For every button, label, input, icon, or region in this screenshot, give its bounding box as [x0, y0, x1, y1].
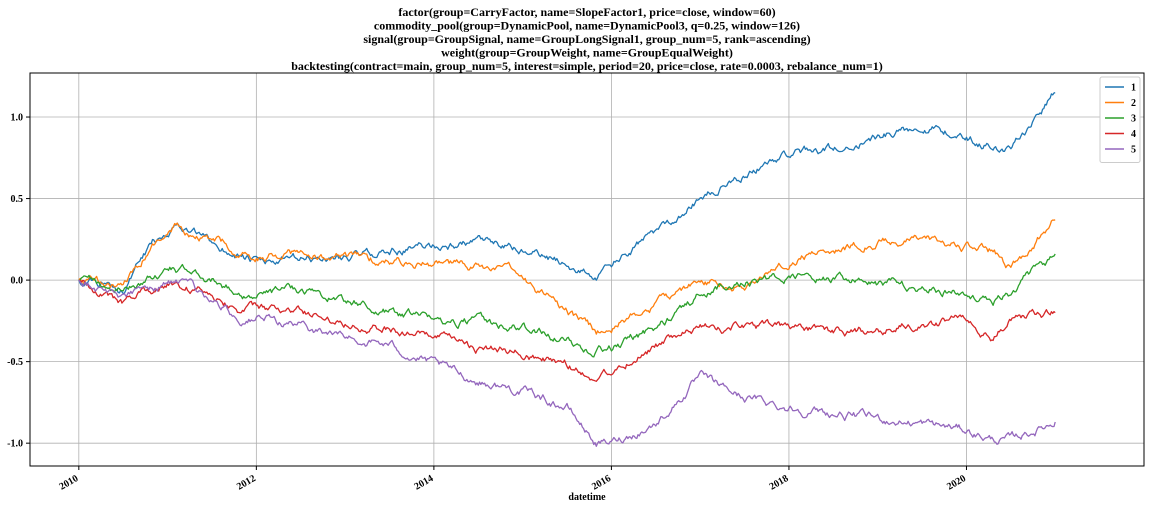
- series-line-1: [78, 91, 1056, 295]
- y-tick-label: -1.0: [7, 439, 23, 450]
- chart-title-line: commodity_pool(group=DynamicPool, name=D…: [374, 19, 800, 33]
- legend-label: 1: [1131, 83, 1136, 94]
- x-tick-label: 2012: [235, 473, 258, 493]
- chart-title: factor(group=CarryFactor, name=SlopeFact…: [291, 5, 882, 73]
- series-line-5: [78, 278, 1056, 447]
- legend-label: 5: [1131, 145, 1136, 156]
- chart-title-line: signal(group=GroupSignal, name=GroupLong…: [363, 32, 810, 46]
- y-axis-ticks: -1.0 -0.5 0.0 0.5 1.0: [7, 113, 30, 450]
- chart-title-line: factor(group=CarryFactor, name=SlopeFact…: [398, 5, 775, 19]
- legend: 1 2 3 4 5: [1099, 76, 1141, 163]
- legend-label: 2: [1131, 98, 1136, 109]
- series-line-3: [78, 253, 1056, 358]
- y-tick-label: 1.0: [11, 113, 24, 124]
- series-line-2: [78, 219, 1056, 335]
- x-axis-label: datetime: [568, 492, 606, 503]
- x-tick-label: 2020: [945, 473, 968, 493]
- legend-label: 4: [1131, 129, 1136, 140]
- legend-box: [1099, 76, 1141, 163]
- x-tick-label: 2016: [590, 473, 613, 493]
- x-axis-ticks: 2010 2012 2014 2016 2018 2020: [58, 466, 968, 493]
- chart-title-line: backtesting(contract=main, group_num=5, …: [291, 59, 882, 73]
- series-lines: [78, 91, 1056, 447]
- x-tick-label: 2018: [768, 473, 791, 493]
- legend-label: 3: [1131, 114, 1136, 125]
- series-line-4: [78, 279, 1056, 382]
- x-tick-label: 2014: [413, 473, 436, 493]
- y-tick-label: 0.0: [11, 276, 24, 287]
- grid: [30, 73, 1144, 466]
- y-tick-label: -0.5: [7, 357, 23, 368]
- y-tick-label: 0.5: [11, 194, 24, 205]
- plot-frame: [29, 72, 1145, 467]
- chart-title-line: weight(group=GroupWeight, name=GroupEqua…: [441, 46, 733, 60]
- x-tick-label: 2010: [58, 473, 81, 493]
